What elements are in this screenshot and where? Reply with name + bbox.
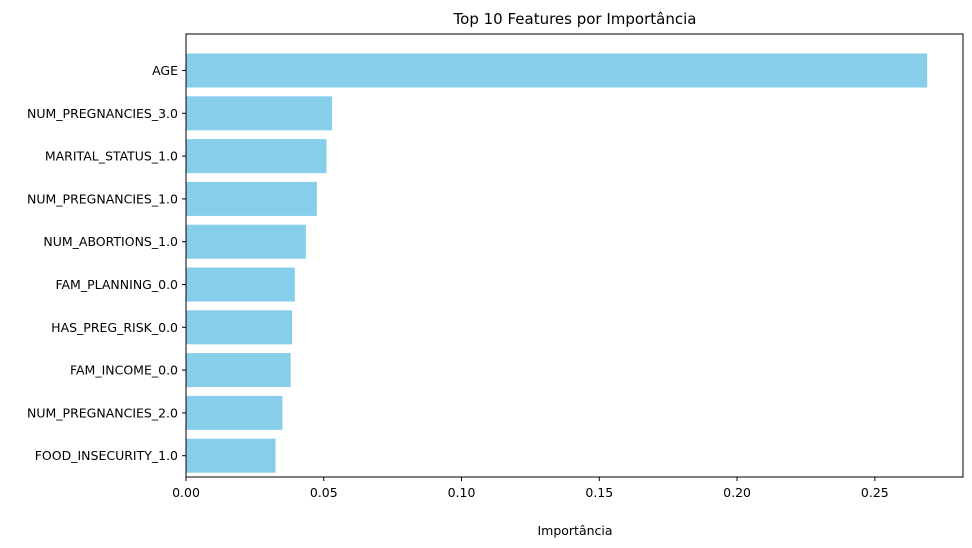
bar-food-insecurity-1-0 xyxy=(186,438,276,473)
bar-num-pregnancies-2-0 xyxy=(186,395,283,430)
y-tick-labels: AGE NUM_PREGNANCIES_3.0 MARITAL_STATUS_1.0… xyxy=(27,63,186,463)
bar-age xyxy=(186,53,928,88)
bar-fam-income-0-0 xyxy=(186,353,291,388)
x-tick-label: 0.20 xyxy=(723,485,751,500)
x-tick-label: 0.25 xyxy=(861,485,889,500)
bar-num-pregnancies-3-0 xyxy=(186,96,333,131)
x-tick-label: 0.00 xyxy=(172,485,200,500)
y-tick-label: MARITAL_STATUS_1.0 xyxy=(45,149,178,164)
y-tick-label: NUM_PREGNANCIES_3.0 xyxy=(27,106,178,121)
y-tick-label: AGE xyxy=(152,63,178,78)
y-tick-label: NUM_PREGNANCIES_2.0 xyxy=(27,405,178,420)
bar-has-preg-risk-0-0 xyxy=(186,310,293,345)
y-tick-label: NUM_ABORTIONS_1.0 xyxy=(43,234,178,249)
x-axis-label: Importância xyxy=(537,523,612,538)
y-tick-label: HAS_PREG_RISK_0.0 xyxy=(51,320,178,335)
bar-num-pregnancies-1-0 xyxy=(186,181,317,216)
bar-num-abortions-1-0 xyxy=(186,224,306,259)
bar-fam-planning-0-0 xyxy=(186,267,295,302)
chart-title: Top 10 Features por Importância xyxy=(453,10,697,28)
bars-group xyxy=(186,53,928,473)
x-tick-label: 0.15 xyxy=(585,485,613,500)
y-tick-label: FOOD_INSECURITY_1.0 xyxy=(35,448,178,463)
x-tick-label: 0.10 xyxy=(448,485,476,500)
y-tick-label: NUM_PREGNANCIES_1.0 xyxy=(27,191,178,206)
bar-marital-status-1-0 xyxy=(186,139,327,174)
x-tick-label: 0.05 xyxy=(310,485,338,500)
x-axis-ticks: 0.00 0.05 0.10 0.15 0.20 0.25 xyxy=(172,477,889,500)
y-tick-label: FAM_INCOME_0.0 xyxy=(70,363,178,378)
y-tick-label: FAM_PLANNING_0.0 xyxy=(55,277,178,292)
plot-frame xyxy=(185,33,964,478)
